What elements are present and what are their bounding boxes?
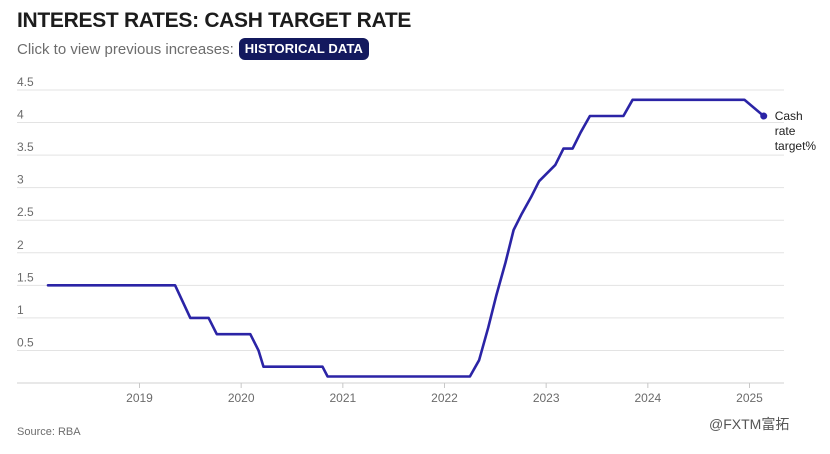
series-line-cash-rate [46,98,765,378]
historical-data-button[interactable]: HISTORICAL DATA [238,38,370,60]
watermark-text: @FXTM富拓 [709,416,790,432]
chart-title: INTEREST RATES: CASH TARGET RATE [17,9,412,32]
y-tick-label: 1 [17,303,24,317]
x-tick-label: 2025 [736,391,763,405]
y-tick-label: 3.5 [17,140,34,154]
y-tick-label: 0.5 [17,335,34,349]
gridlines [17,89,784,384]
x-tick-label: 2024 [634,391,661,405]
x-tick-label: 2020 [228,391,255,405]
subtitle-text: Click to view previous increases: [17,40,234,58]
series-end-point [760,112,768,120]
series-label-line: Cash [775,109,803,123]
y-tick-label: 2.5 [17,205,34,219]
y-tick-label: 4.5 [17,75,34,89]
y-tick-label: 3 [17,173,24,187]
y-tick-label: 1.5 [17,270,34,284]
source-note: Source: RBA [17,426,81,438]
x-tick-label: 2019 [126,391,153,405]
y-tick-label: 2 [17,238,24,252]
y-axis-ticks: 0.5 1 1.5 2 2.5 3 3.5 4 4.5 [17,75,34,349]
x-tick-label: 2022 [431,391,458,405]
series-layer [46,98,768,378]
series-label-line: target% [775,139,817,153]
x-tick-label: 2021 [329,391,356,405]
x-tick-label: 2023 [533,391,560,405]
watermark: @FXTM富拓 [709,414,789,434]
y-tick-label: 4 [17,108,24,122]
series-label-line: rate [775,124,796,138]
x-axis-ticks: 2019 2020 2021 2022 2023 2024 2025 [126,383,763,405]
chart-subtitle: Click to view previous increases: HISTOR… [17,38,370,60]
